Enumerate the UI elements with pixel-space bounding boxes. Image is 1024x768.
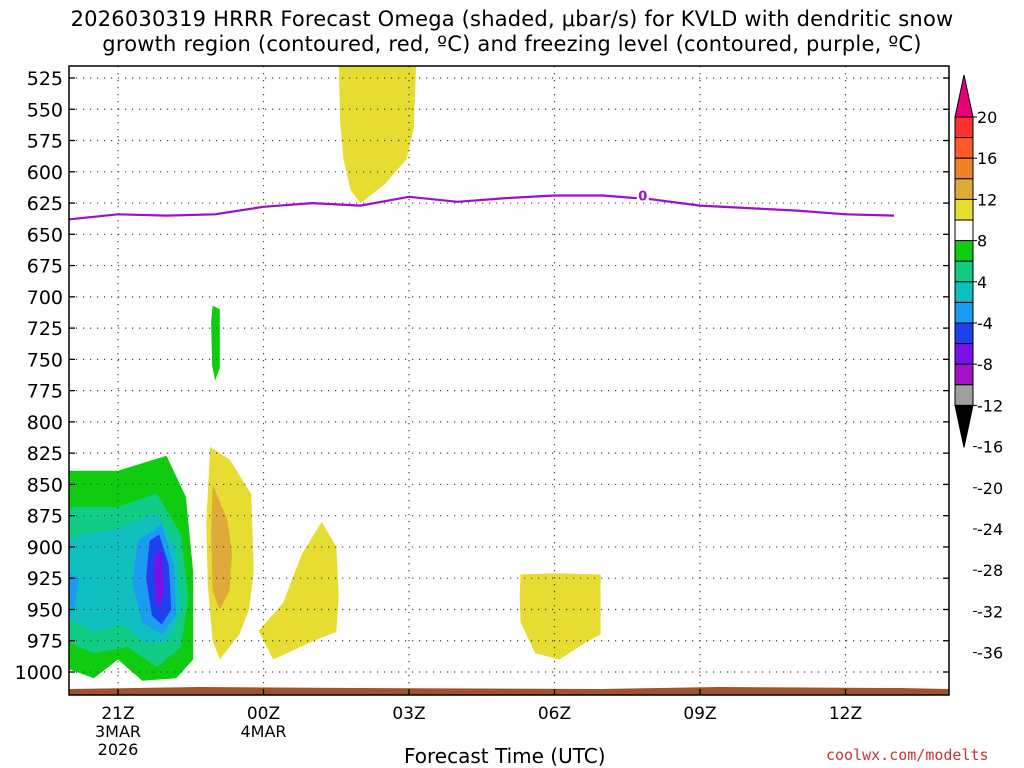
colorbar-box-12 xyxy=(954,343,974,365)
colorbar-box-11 xyxy=(954,322,974,345)
colorbar-box-6 xyxy=(954,219,974,242)
omega-region-0 xyxy=(338,66,417,204)
colorbar-label-9: -20 xyxy=(977,479,1003,498)
colorbar-box-7 xyxy=(954,240,974,262)
colorbar-triangle-top xyxy=(954,74,974,118)
omega-region-4 xyxy=(519,573,601,660)
y-tick-label-850: 850 xyxy=(27,474,63,496)
x-tick-label-21Z: 21Z xyxy=(101,704,134,724)
colorbar-label-2: 12 xyxy=(977,190,997,209)
x-tick-label-12Z: 12Z xyxy=(829,704,862,724)
y-tick-label-700: 700 xyxy=(27,287,63,309)
colorbar-box-5 xyxy=(954,198,974,221)
omega-region-12 xyxy=(154,553,165,607)
plot-area: 0 xyxy=(69,66,949,695)
chart-title-line2: growth region (contoured, red, ºC) and f… xyxy=(102,32,922,56)
plot-frame xyxy=(68,65,950,696)
colorbar-box-14 xyxy=(954,384,974,406)
y-tick-label-750: 750 xyxy=(27,349,63,371)
y-tick-label-775: 775 xyxy=(27,381,63,403)
colorbar-label-5: -4 xyxy=(977,314,993,333)
colorbar-label-6: -8 xyxy=(977,355,993,374)
y-tick-label-925: 925 xyxy=(27,568,63,590)
y-tick-label-800: 800 xyxy=(27,412,63,434)
chart-title-line1: 2026030319 HRRR Forecast Omega (shaded, … xyxy=(70,7,954,31)
colorbar-label-11: -28 xyxy=(977,561,1003,580)
y-tick-label-650: 650 xyxy=(27,224,63,246)
freezing-level-line xyxy=(69,194,895,221)
colorbar-box-13 xyxy=(954,363,974,386)
colorbar-box-1 xyxy=(954,116,974,139)
x-tick-label-06Z: 06Z xyxy=(538,704,571,724)
colorbar-box-8 xyxy=(954,260,974,283)
y-tick-label-725: 725 xyxy=(27,318,63,340)
freezing-level-label: 0 xyxy=(638,190,647,205)
colorbar-label-7: -12 xyxy=(977,396,1003,415)
colorbar-triangle-bottom xyxy=(954,404,974,448)
y-tick-label-600: 600 xyxy=(27,162,63,184)
y-tick-label-900: 900 xyxy=(27,537,63,559)
omega-region-3 xyxy=(258,521,339,660)
y-tick-label-625: 625 xyxy=(27,193,63,215)
x-tick-label-09Z: 09Z xyxy=(683,704,716,724)
ground-surface xyxy=(69,687,949,695)
colorbar-label-1: 16 xyxy=(977,149,997,168)
y-tick-label-875: 875 xyxy=(27,506,63,528)
colorbar-box-3 xyxy=(954,157,974,180)
x-tick-label-00Z: 00Z xyxy=(247,704,280,724)
y-tick-label-550: 550 xyxy=(27,99,63,121)
x-tick-label-03Z: 03Z xyxy=(392,704,425,724)
colorbar-label-8: -16 xyxy=(977,438,1003,457)
y-tick-label-950: 950 xyxy=(27,599,63,621)
y-tick-label-575: 575 xyxy=(27,131,63,153)
omega-region-10 xyxy=(69,572,80,610)
x-tick-sublabel-00Z: 4MAR xyxy=(240,722,286,741)
colorbar-label-10: -24 xyxy=(977,520,1003,539)
colorbar-label-13: -36 xyxy=(977,644,1003,663)
freezing-level-label-bg xyxy=(636,188,649,203)
y-tick-label-675: 675 xyxy=(27,256,63,278)
colorbar-label-12: -32 xyxy=(977,602,1003,621)
colorbar-box-9 xyxy=(954,281,974,303)
colorbar-box-2 xyxy=(954,137,974,159)
x-tick-sublabel-21Z: 3MAR xyxy=(95,722,141,741)
x-axis-label: Forecast Time (UTC) xyxy=(404,744,606,768)
colorbar-box-10 xyxy=(954,301,974,324)
omega-region-5 xyxy=(211,305,220,381)
y-tick-label-1000: 1000 xyxy=(15,662,63,684)
colorbar-box-4 xyxy=(954,178,974,200)
x-tick-year-21Z: 2026 xyxy=(98,740,139,759)
y-tick-label-825: 825 xyxy=(27,443,63,465)
colorbar-label-0: 20 xyxy=(977,108,997,127)
colorbar-label-3: 8 xyxy=(977,232,987,251)
colorbar-label-4: 4 xyxy=(977,273,987,292)
y-tick-label-525: 525 xyxy=(27,68,63,90)
credit-link[interactable]: coolwx.com/modelts xyxy=(826,746,989,764)
y-tick-label-975: 975 xyxy=(27,631,63,653)
